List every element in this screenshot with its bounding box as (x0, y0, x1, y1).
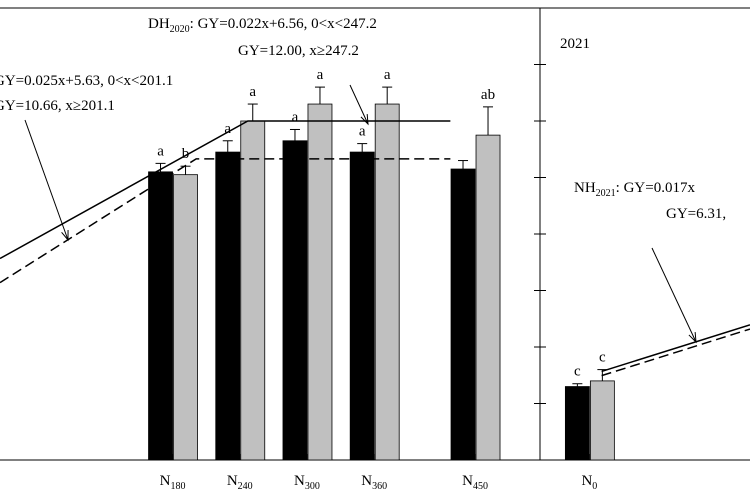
arrow-head (360, 113, 369, 126)
significance-letter: a (317, 67, 324, 83)
x-tick-label: N180 (160, 473, 186, 492)
bar (374, 103, 400, 461)
bar (475, 134, 501, 461)
x-tick-label: N360 (361, 473, 387, 492)
significance-letter: a (224, 121, 231, 137)
annotation: GY=12.00, x≥247.2 (238, 43, 359, 59)
bar (173, 174, 198, 461)
significance-letter: a (249, 84, 256, 100)
bar (240, 120, 266, 461)
significance-letter: a (359, 124, 366, 140)
significance-letter: a (384, 67, 391, 83)
arrow (24, 119, 69, 241)
x-tick-label: N450 (462, 473, 488, 492)
fit-line (601, 328, 750, 377)
arrow-head (61, 229, 69, 242)
x-tick-label: N0 (581, 473, 597, 492)
x-tick-label: N300 (294, 473, 320, 492)
bar (450, 168, 476, 461)
bar (349, 151, 375, 461)
annotation: NH2021: GY=0.017x (574, 180, 695, 199)
significance-letter: c (574, 364, 581, 380)
significance-letter: a (157, 143, 164, 159)
fit-line (0, 120, 451, 260)
bar (589, 380, 615, 461)
arrow-head (688, 331, 697, 344)
arrow (349, 84, 369, 125)
bar (215, 151, 241, 461)
bar (148, 171, 173, 461)
bar (307, 103, 333, 461)
annotation: GY=0.025x+5.63, 0<x<201.1 (0, 73, 173, 89)
significance-letter: c (599, 350, 606, 366)
bar (282, 140, 308, 461)
significance-letter: ab (481, 87, 495, 103)
panel-title: 2021 (560, 36, 590, 52)
annotation: GY=6.31, (666, 206, 726, 222)
arrow (651, 247, 697, 343)
bar (564, 386, 590, 461)
annotation: DH2020: GY=0.022x+6.56, 0<x<247.2 (148, 16, 377, 35)
fit-line (601, 324, 750, 373)
significance-letter: b (182, 146, 190, 162)
fit-line (0, 158, 451, 284)
significance-letter: a (292, 109, 299, 125)
annotation: GY=10.66, x≥201.1 (0, 98, 115, 114)
x-tick-label: N240 (227, 473, 253, 492)
